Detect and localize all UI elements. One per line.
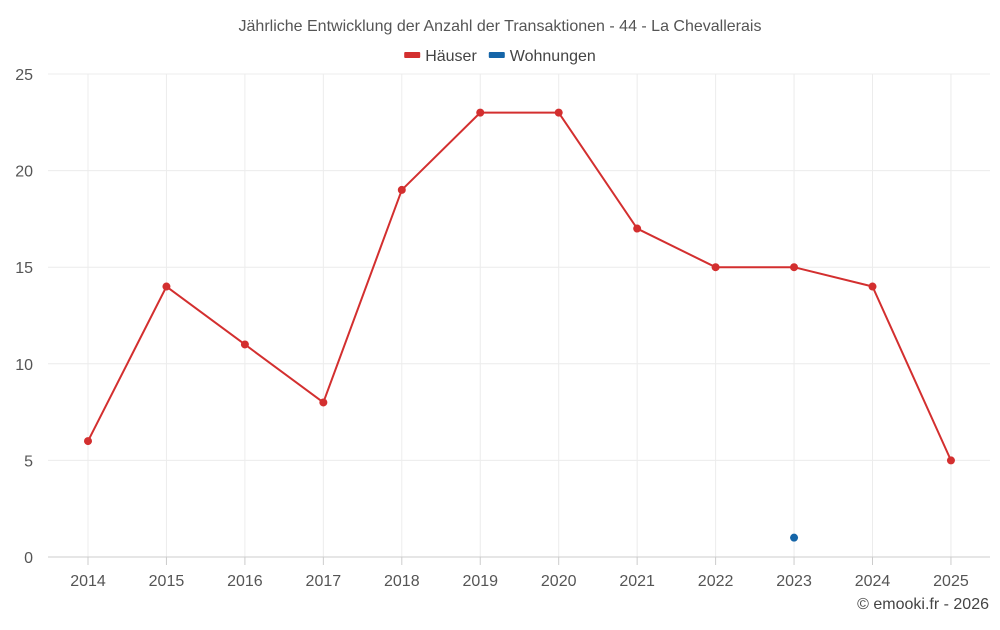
data-point: [711, 263, 720, 272]
grid-lines: [48, 73, 990, 558]
data-point: [397, 185, 406, 194]
data-point: [790, 263, 799, 272]
x-tick-label: 2025: [933, 573, 969, 590]
legend-item: Wohnungen: [488, 48, 596, 65]
x-tick-label: 2019: [462, 573, 498, 590]
legend-swatch: [488, 52, 505, 58]
data-point: [946, 456, 955, 465]
data-point: [790, 533, 799, 542]
series-line: [87, 111, 952, 461]
data-point: [319, 398, 328, 407]
x-tick-label: 2018: [384, 573, 420, 590]
legend-swatch: [404, 52, 421, 58]
x-tick-label: 2024: [855, 573, 891, 590]
legend-label: Häuser: [425, 48, 477, 65]
x-tick-label: 2022: [698, 573, 734, 590]
x-tick-label: 2014: [70, 573, 106, 590]
series-1: [790, 533, 799, 542]
data-point: [868, 282, 877, 291]
chart-credit: © emooki.fr - 2026: [857, 596, 989, 613]
y-tick-label: 15: [15, 260, 33, 277]
data-point: [476, 108, 485, 117]
x-tick-label: 2015: [149, 573, 185, 590]
y-tick-label: 0: [24, 550, 33, 567]
chart-legend: Häuser Wohnungen: [404, 48, 596, 65]
data-point: [633, 224, 642, 233]
x-tick-label: 2023: [776, 573, 812, 590]
y-tick-label: 10: [15, 357, 33, 374]
y-tick-label: 20: [15, 164, 33, 181]
data-point: [240, 340, 249, 349]
data-point: [162, 282, 171, 291]
data-point: [554, 108, 563, 117]
chart-title: Jährliche Entwicklung der Anzahl der Tra…: [239, 18, 762, 35]
data-point: [84, 437, 92, 446]
x-tick-label: 2016: [227, 573, 263, 590]
series-0: [84, 108, 955, 465]
x-tick-label: 2021: [619, 573, 655, 590]
y-tick-label: 5: [24, 453, 33, 470]
legend-item: Häuser: [404, 48, 477, 65]
series-layer: [84, 108, 955, 542]
y-tick-label: 25: [15, 67, 33, 84]
x-tick-label: 2020: [541, 573, 577, 590]
legend-label: Wohnungen: [510, 48, 596, 65]
x-tick-label: 2017: [306, 573, 342, 590]
